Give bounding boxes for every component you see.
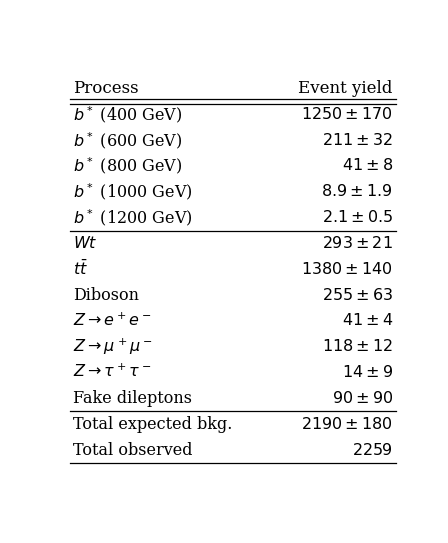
Text: $2.1 \pm 0.5$: $2.1 \pm 0.5$ — [322, 209, 393, 226]
Text: Event yield: Event yield — [298, 80, 393, 97]
Text: $b^*$ (400 GeV): $b^*$ (400 GeV) — [73, 104, 183, 125]
Text: Diboson: Diboson — [73, 287, 139, 304]
Text: $Z \rightarrow \mu^+\mu^-$: $Z \rightarrow \mu^+\mu^-$ — [73, 337, 153, 357]
Text: $118 \pm 12$: $118 \pm 12$ — [322, 338, 393, 355]
Text: $2190 \pm 180$: $2190 \pm 180$ — [301, 416, 393, 433]
Text: $Wt$: $Wt$ — [73, 235, 98, 252]
Text: $b^*$ (600 GeV): $b^*$ (600 GeV) — [73, 130, 183, 150]
Text: $14 \pm 9$: $14 \pm 9$ — [342, 364, 393, 381]
Text: Process: Process — [73, 80, 139, 97]
Text: $b^*$ (800 GeV): $b^*$ (800 GeV) — [73, 155, 183, 176]
Text: $2259$: $2259$ — [352, 441, 393, 459]
Text: $b^*$ (1000 GeV): $b^*$ (1000 GeV) — [73, 181, 193, 203]
Text: $Z \rightarrow e^+e^-$: $Z \rightarrow e^+e^-$ — [73, 312, 152, 330]
Text: $293 \pm 21$: $293 \pm 21$ — [322, 235, 393, 252]
Text: $t\bar{t}$: $t\bar{t}$ — [73, 260, 88, 279]
Text: $41 \pm 4$: $41 \pm 4$ — [341, 312, 393, 330]
Text: $8.9 \pm 1.9$: $8.9 \pm 1.9$ — [321, 184, 393, 200]
Text: $b^*$ (1200 GeV): $b^*$ (1200 GeV) — [73, 207, 193, 228]
Text: $211 \pm 32$: $211 \pm 32$ — [322, 131, 393, 149]
Text: $1380 \pm 140$: $1380 \pm 140$ — [301, 261, 393, 278]
Text: Fake dileptons: Fake dileptons — [73, 390, 192, 407]
Text: $255 \pm 63$: $255 \pm 63$ — [322, 287, 393, 304]
Text: $41 \pm 8$: $41 \pm 8$ — [342, 157, 393, 174]
Text: Total observed: Total observed — [73, 441, 193, 459]
Text: $Z \rightarrow \tau^+\tau^-$: $Z \rightarrow \tau^+\tau^-$ — [73, 364, 151, 381]
Text: $1250 \pm 170$: $1250 \pm 170$ — [301, 106, 393, 123]
Text: Total expected bkg.: Total expected bkg. — [73, 416, 233, 433]
Text: $90 \pm 90$: $90 \pm 90$ — [332, 390, 393, 407]
